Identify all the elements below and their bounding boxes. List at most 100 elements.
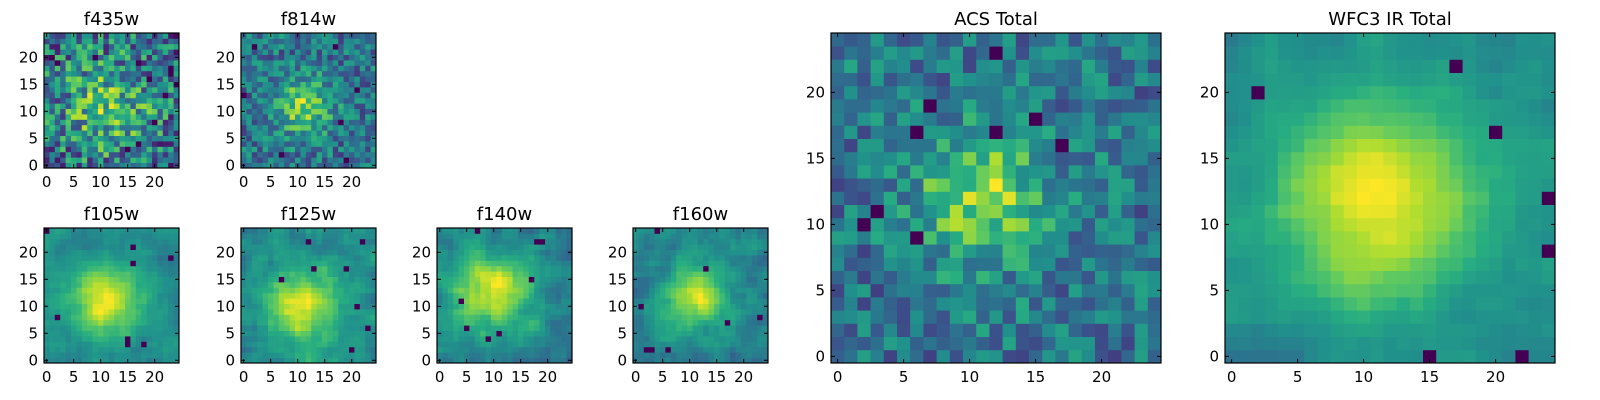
heatmap-cell (708, 336, 715, 342)
heatmap-cell (1462, 310, 1477, 324)
heatmap-cell (1291, 257, 1305, 271)
heatmap-cell (103, 244, 110, 250)
heatmap-cell (724, 336, 731, 342)
heatmap-cell (268, 135, 274, 142)
heatmap-cell (108, 287, 115, 294)
heatmap-cell (349, 70, 355, 77)
heatmap-cell (162, 352, 169, 358)
heatmap-cell (633, 309, 639, 315)
heatmap-cell (92, 43, 99, 50)
heatmap-cell (714, 233, 720, 240)
heatmap-cell (844, 99, 858, 113)
heatmap-cell (757, 260, 763, 267)
heatmap-cell (108, 60, 115, 66)
heatmap-cell (963, 99, 977, 113)
heatmap-cell (1541, 231, 1556, 245)
heatmap-cell (566, 325, 573, 331)
heatmap-cell (173, 287, 180, 294)
heatmap-cell (692, 255, 699, 261)
heatmap-cell (168, 276, 174, 283)
heatmap-cell (676, 265, 682, 272)
heatmap-cell (44, 292, 50, 299)
heatmap-cell (168, 49, 174, 55)
heatmap-cell (162, 319, 169, 326)
heatmap-cell (534, 255, 540, 261)
heatmap-cell (447, 260, 454, 267)
heatmap-cell (103, 265, 110, 272)
heatmap-cell (1251, 283, 1265, 298)
heatmap-cell (108, 124, 115, 131)
heatmap-cell (316, 38, 323, 45)
heatmap-cell (708, 325, 715, 331)
heatmap-cell (751, 309, 758, 315)
heatmap-cell (910, 283, 924, 298)
heatmap-cell (60, 87, 66, 93)
heatmap-cell (173, 60, 180, 66)
heatmap-cell (130, 260, 137, 267)
heatmap-cell (1423, 323, 1437, 337)
heatmap-cell (44, 233, 50, 240)
heatmap-cell (49, 97, 56, 104)
heatmap-cell (442, 292, 449, 299)
heatmap-cell (87, 92, 93, 99)
heatmap-cell (44, 314, 50, 321)
heatmap-cell (54, 70, 61, 77)
heatmap-cell (92, 114, 99, 120)
y-tick-label: 15 (19, 270, 38, 288)
heatmap-cell (125, 330, 131, 337)
heatmap-cell (49, 33, 56, 39)
heatmap-cell (485, 265, 492, 272)
heatmap-cell (162, 282, 169, 288)
heatmap-cell (1108, 270, 1122, 285)
heatmap-cell (638, 341, 645, 348)
heatmap-cell (442, 357, 449, 364)
heatmap-cell (936, 323, 951, 337)
heatmap-cell (923, 165, 937, 179)
heatmap-cell (305, 49, 312, 55)
heatmap-cell (857, 217, 871, 232)
heatmap-cell (114, 341, 120, 348)
heatmap-cell (49, 130, 56, 136)
heatmap-cell (681, 346, 688, 353)
heatmap-cell (1134, 297, 1149, 311)
heatmap-cell (566, 244, 573, 250)
heatmap-cell (485, 233, 492, 240)
heatmap-cell (92, 314, 99, 321)
heatmap-cell (311, 65, 317, 72)
heatmap-cell (1462, 244, 1477, 258)
heatmap-cell (119, 298, 126, 304)
heatmap-cell (1108, 112, 1122, 126)
heatmap-cell (141, 314, 147, 321)
heatmap-cell (162, 265, 169, 272)
heatmap-cell (897, 217, 911, 232)
heatmap-cell (963, 244, 977, 258)
heatmap-cell (1108, 125, 1122, 139)
heatmap-cell (125, 298, 131, 304)
heatmap-cell (87, 70, 93, 77)
heatmap-cell (1291, 323, 1305, 337)
heatmap-cell (119, 287, 126, 294)
heatmap-cell (681, 314, 688, 321)
heatmap-cell (949, 178, 964, 192)
heatmap-cell (741, 282, 747, 288)
heatmap-cell (300, 124, 307, 131)
heatmap-cell (1436, 297, 1450, 311)
heatmap-cell (1277, 349, 1292, 364)
heatmap-cell (44, 146, 50, 153)
heatmap-cell (949, 165, 964, 179)
heatmap-cell (295, 49, 301, 55)
x-tick-label: 0 (239, 173, 249, 191)
heatmap-cell (135, 255, 142, 261)
heatmap-cell (168, 162, 174, 169)
heatmap-cell (566, 314, 573, 321)
heatmap-cell (442, 352, 449, 358)
heatmap-cell (251, 303, 258, 310)
heatmap-cell (555, 330, 562, 337)
heatmap-cell (1436, 270, 1450, 285)
heatmap-cell (643, 287, 650, 294)
heatmap-cell (708, 276, 715, 283)
heatmap-cell (157, 49, 164, 55)
heatmap-cell (54, 330, 61, 337)
heatmap-cell (103, 146, 110, 153)
heatmap-cell (1029, 217, 1043, 232)
